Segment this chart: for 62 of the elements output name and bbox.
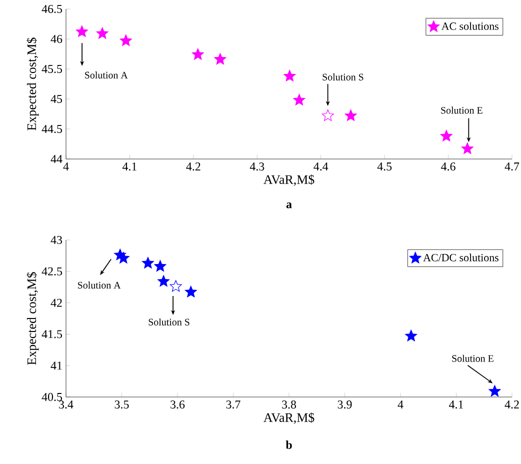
y-tick-label: 44.5 [42, 124, 62, 134]
point [461, 142, 474, 154]
point [214, 53, 226, 65]
legend-label: AC solutions [441, 22, 498, 30]
y-tick-label: 41 [50, 362, 62, 370]
x-tick-label: 3.8 [282, 400, 296, 409]
y-tick-label: 44 [50, 155, 62, 163]
point [96, 27, 108, 39]
point [488, 385, 501, 396]
x-tick-label: 4.7 [504, 162, 520, 171]
y-tick-label: 46 [50, 34, 62, 44]
annotation: Solution A [78, 282, 121, 289]
point [120, 34, 132, 46]
annotation: Solution A [85, 71, 128, 78]
x-tick-label: 4.2 [186, 162, 200, 171]
x-axis-title: AVaR,M$ [264, 174, 314, 186]
legend-label: AC/DC solutions [423, 254, 498, 262]
point [284, 70, 296, 82]
point [170, 280, 182, 292]
y-tick-label: 43 [50, 236, 62, 244]
y-axis-title: Expected cost,M$ [26, 38, 39, 130]
text: a [286, 202, 292, 208]
point [184, 286, 197, 298]
x-tick-label: 4.6 [441, 162, 456, 171]
y-tick-label: 41.5 [42, 330, 62, 338]
x-tick-label: 4.1 [122, 162, 136, 171]
point [154, 260, 166, 272]
x-tick-label: 3.9 [338, 400, 352, 409]
text: b [286, 440, 292, 449]
y-tick-label: 42.5 [42, 267, 62, 276]
annotation: Solution E [441, 106, 482, 114]
x-tick-label: 4.3 [250, 162, 264, 171]
point [440, 130, 452, 142]
x-tick-label: 4.1 [449, 400, 464, 409]
point [142, 256, 154, 268]
annotation: Solution S [148, 318, 190, 326]
point [158, 275, 170, 287]
y-tick-label: 45 [50, 94, 62, 103]
y-tick-label: 42 [50, 298, 62, 307]
point [405, 330, 418, 342]
x-tick-label: 4 [63, 162, 69, 170]
point [322, 109, 334, 121]
y-axis-title: Expected cost,M$ [26, 272, 39, 365]
annotation: Solution E [452, 354, 494, 362]
x-tick-label: 4.5 [377, 162, 392, 171]
x-axis-title: AVaR,M$ [264, 412, 314, 424]
y-tick-label: 45.5 [42, 64, 62, 74]
point [293, 94, 306, 106]
point [117, 252, 130, 264]
x-tick-label: 3.7 [226, 400, 240, 409]
point [76, 25, 88, 37]
x-tick-label: 4 [398, 400, 404, 408]
x-tick-label: 4.4 [314, 162, 328, 171]
y-tick-label: 46.5 [42, 4, 62, 14]
x-tick-label: 3.4 [59, 400, 74, 409]
x-tick-label: 4.2 [504, 400, 519, 409]
x-tick-label: 3.6 [170, 400, 185, 409]
point [344, 109, 357, 121]
annotation: Solution S [322, 73, 364, 80]
y-tick-label: 40.5 [42, 392, 62, 402]
x-tick-label: 3.5 [114, 400, 129, 409]
point [192, 48, 204, 60]
